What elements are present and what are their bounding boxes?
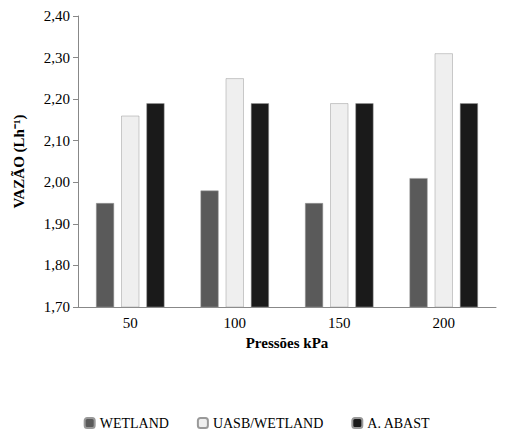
svg-text:A. ABAST: A. ABAST [367, 416, 430, 431]
svg-text:1,70: 1,70 [44, 299, 70, 315]
svg-text:2,40: 2,40 [44, 8, 70, 24]
svg-text:2,10: 2,10 [44, 133, 70, 149]
svg-text:WETLAND: WETLAND [100, 416, 169, 431]
svg-text:200: 200 [433, 315, 456, 331]
svg-text:50: 50 [123, 315, 138, 331]
svg-text:150: 150 [328, 315, 351, 331]
svg-text:UASB/WETLAND: UASB/WETLAND [213, 416, 323, 431]
svg-text:2,20: 2,20 [44, 91, 70, 107]
svg-text:2,30: 2,30 [44, 50, 70, 66]
svg-text:1,80: 1,80 [44, 257, 70, 273]
svg-text:2,00: 2,00 [44, 174, 70, 190]
svg-text:1,90: 1,90 [44, 216, 70, 232]
svg-text:100: 100 [224, 315, 247, 331]
svg-text:Pressões kPa: Pressões kPa [246, 335, 329, 351]
svg-text:VAZÃO (Lh⁻¹): VAZÃO (Lh⁻¹) [10, 115, 28, 209]
